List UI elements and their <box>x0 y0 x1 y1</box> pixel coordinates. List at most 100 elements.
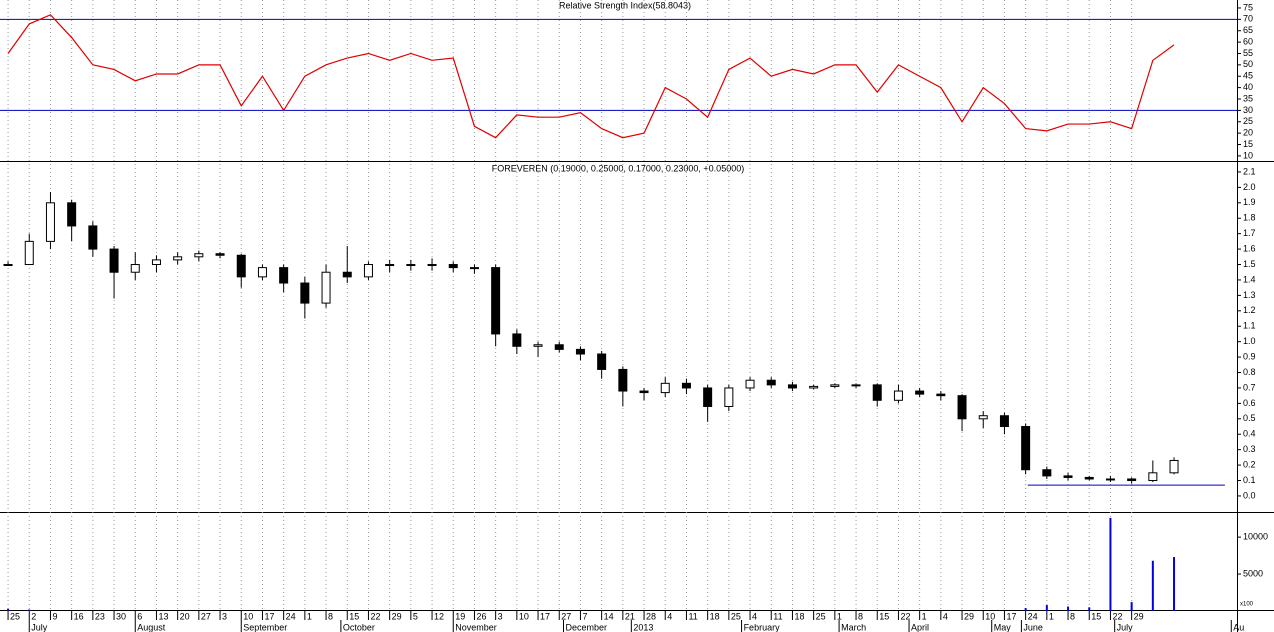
y-tick-label: 1.3 <box>1243 290 1256 300</box>
candle-body <box>809 385 819 389</box>
candle-body <box>681 382 691 389</box>
month-label: 2013 <box>633 622 653 632</box>
y-tick-label: 0.3 <box>1243 444 1256 454</box>
price-title: FOREVEREN (0.19000, 0.25000, 0.17000, 0.… <box>492 163 744 173</box>
y-tick-label: 1.5 <box>1243 259 1256 269</box>
candle-body <box>660 382 670 394</box>
y-tick-label: 15 <box>1243 139 1253 149</box>
candle-body <box>639 390 649 394</box>
candle-body <box>1127 478 1137 482</box>
month-label: June <box>1023 622 1043 632</box>
x-tick-label: 5 <box>413 611 418 621</box>
x-tick-label: 21 <box>625 611 635 621</box>
x-tick-label: 1 <box>1049 611 1054 621</box>
candle-body <box>1021 426 1031 471</box>
y-tick-label: 0.2 <box>1243 459 1256 469</box>
y-tick-label: 10 <box>1243 150 1253 160</box>
y-tick-label: 0.4 <box>1243 429 1256 439</box>
candle-body <box>236 254 246 278</box>
volume-bar <box>7 608 10 611</box>
candle-body <box>45 202 55 242</box>
x-tick-label: 4 <box>667 611 672 621</box>
month-label: September <box>243 622 287 632</box>
candle-body <box>1084 476 1094 480</box>
candle-body <box>1148 472 1158 482</box>
y-tick-label: 35 <box>1243 93 1253 103</box>
y-tick-label: 10000 <box>1243 531 1268 541</box>
month-label: December <box>565 622 607 632</box>
month-label: July <box>1117 622 1134 632</box>
candle-body <box>872 384 882 401</box>
y-tick-label: 75 <box>1243 2 1253 12</box>
candle-body <box>469 267 479 270</box>
candle-body <box>554 344 564 350</box>
candle-body <box>300 282 310 304</box>
month-label: November <box>455 622 497 632</box>
candle-body <box>999 415 1009 428</box>
y-tick-label: 0.0 <box>1243 490 1256 500</box>
x-tick-label: 3 <box>498 611 503 621</box>
x-tick-label: 29 <box>392 611 402 621</box>
candle-body <box>427 264 437 267</box>
candle-body <box>279 267 289 284</box>
volume-bar <box>28 609 31 611</box>
y-tick-label: 30 <box>1243 105 1253 115</box>
x-tick-label: 1 <box>307 611 312 621</box>
x-tick-label: 1 <box>837 611 842 621</box>
candle-body <box>787 384 797 389</box>
x-tick-label: 17 <box>540 611 550 621</box>
y-tick-label: 65 <box>1243 25 1253 35</box>
candle-body <box>851 384 861 387</box>
volume-unit: x100 <box>1240 602 1254 608</box>
y-tick-label: 1.1 <box>1243 321 1256 331</box>
x-tick-label: 14 <box>604 611 614 621</box>
y-tick-label: 0.8 <box>1243 367 1256 377</box>
x-tick-label: 10 <box>985 611 995 621</box>
candle-body <box>257 267 267 278</box>
y-tick-label: 5000 <box>1243 568 1263 578</box>
x-tick-label: 17 <box>264 611 274 621</box>
candle-body <box>512 333 522 347</box>
y-tick-label: 1.0 <box>1243 336 1256 346</box>
x-tick-label: 2 <box>31 611 36 621</box>
candle-body <box>385 264 395 267</box>
y-tick-label: 1.2 <box>1243 305 1256 315</box>
x-tick-label: 17 <box>1006 611 1016 621</box>
x-tick-label: 11 <box>773 611 782 621</box>
x-tick-label: 28 <box>646 611 656 621</box>
x-tick-label: 24 <box>286 611 296 621</box>
x-tick-label: 22 <box>1112 611 1122 621</box>
volume-bar <box>1151 560 1154 611</box>
candle-body <box>151 259 161 266</box>
y-tick-label: 70 <box>1243 14 1253 24</box>
x-tick-label: 10 <box>243 611 253 621</box>
x-tick-label: 30 <box>116 611 126 621</box>
x-tick-label: 12 <box>434 611 444 621</box>
month-label: April <box>911 622 929 632</box>
candle-body <box>67 202 77 227</box>
volume-bar <box>1088 607 1091 611</box>
x-tick-label: 23 <box>95 611 105 621</box>
x-tick-label: 16 <box>74 611 84 621</box>
candle-body <box>978 415 988 420</box>
candle-body <box>342 271 352 278</box>
candle-body <box>130 264 140 273</box>
x-tick-label: 8 <box>858 611 863 621</box>
y-tick-label: 60 <box>1243 36 1253 46</box>
candle-body <box>830 384 840 387</box>
y-tick-label: 0.5 <box>1243 413 1256 423</box>
candle-body <box>703 387 713 407</box>
x-tick-label: 8 <box>1070 611 1075 621</box>
candle-body <box>1063 475 1073 478</box>
candle-body <box>173 256 183 261</box>
y-tick-label: 0.7 <box>1243 382 1256 392</box>
candle-body <box>321 271 331 304</box>
x-tick-label: 1 <box>922 611 927 621</box>
x-tick-label: 22 <box>370 611 380 621</box>
x-tick-label: 22 <box>900 611 910 621</box>
y-tick-label: 45 <box>1243 71 1253 81</box>
month-label: October <box>343 622 375 632</box>
x-tick-label: 4 <box>943 611 948 621</box>
candle-body <box>745 379 755 389</box>
y-tick-label: 1.6 <box>1243 243 1256 253</box>
